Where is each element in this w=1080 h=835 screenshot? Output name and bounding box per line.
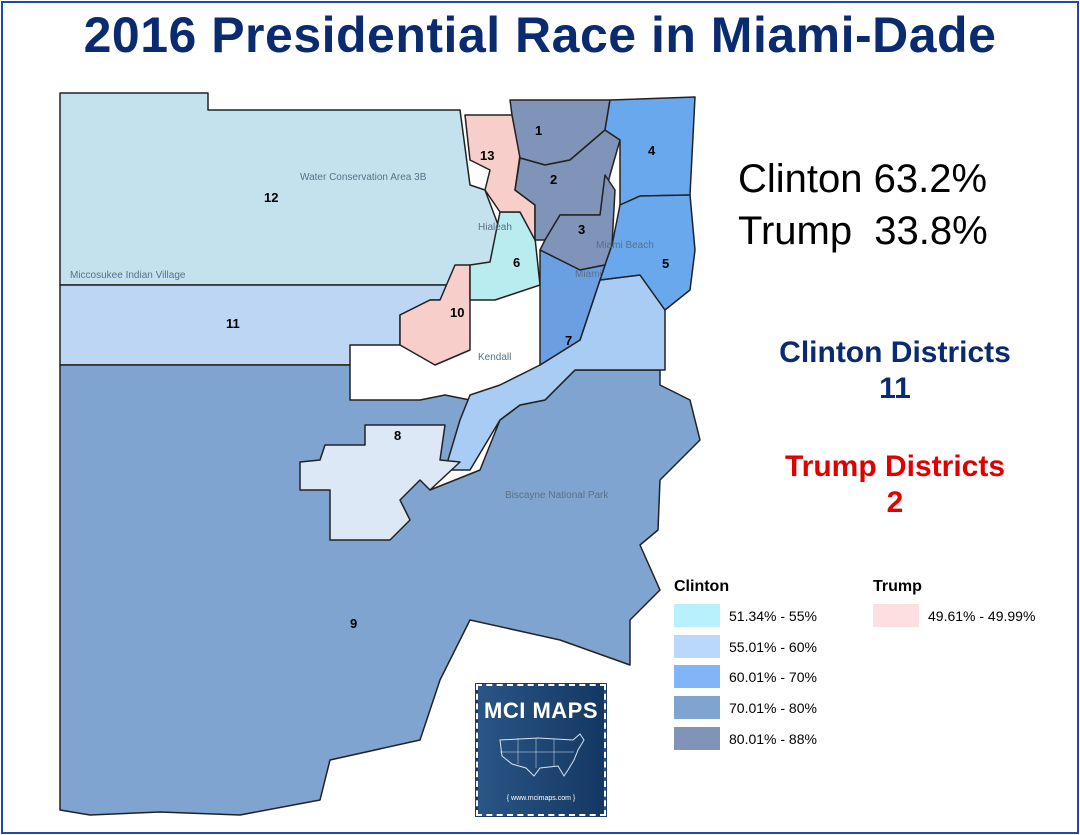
legend-swatch [674,635,720,658]
basemap-label-hialeah: Hialeah [478,222,512,233]
trump-districts-count: 2 [886,486,904,519]
legend-label: 70.01% - 80% [729,699,817,716]
trump-result: Trump 33.8% [738,209,988,253]
district-12[interactable] [59,92,501,286]
legend-label: 49.61% - 49.99% [928,607,1036,624]
legend-item: 55.01% - 60% [674,635,817,658]
district-1-5-core [539,249,606,366]
legend-clinton-title: Clinton [674,578,730,595]
logo-url: { www.mcimaps.com } [506,795,576,802]
basemap-label-miami-beach: Miami Beach [596,240,654,251]
basemap-label-kendall: Kendall [478,352,511,363]
legend-trump-title: Trump [873,578,922,595]
district-label-11: 11 [226,316,240,331]
clinton-districts-count: 11 [879,372,911,405]
legend-swatch [674,604,720,627]
district-label-13: 13 [480,148,494,163]
legend-label: 60.01% - 70% [729,668,817,685]
basemap-label-biscayne: Biscayne National Park [505,490,609,501]
clinton-districts-label: Clinton Districts [779,336,1011,369]
legend-swatch [674,727,720,750]
logo-text: MCI MAPS [484,698,598,723]
usa-map-icon [499,733,585,777]
district-label-3: 3 [578,222,585,237]
legend-label: 80.01% - 88% [729,730,817,747]
basemap-label-wca: Water Conservation Area 3B [300,172,427,183]
district-label-7: 7 [565,333,572,348]
district-5[interactable] [599,194,696,311]
legend-swatch [674,665,720,688]
legend-item: 70.01% - 80% [674,696,817,719]
district-8[interactable] [299,424,461,541]
district-label-1: 1 [535,123,542,138]
district-label-10: 10 [450,305,464,320]
legend-swatch [873,604,919,627]
legend-swatch [674,696,720,719]
basemap-label-indian-village: Miccosukee Indian Village [70,270,186,281]
district-label-2: 2 [550,172,557,187]
district-label-5: 5 [662,256,669,271]
district-label-12: 12 [264,190,278,205]
legend-label: 51.34% - 55% [729,607,817,624]
legend-item: 49.61% - 49.99% [873,604,1035,627]
legend-item: 60.01% - 70% [674,665,817,688]
district-label-8: 8 [394,428,401,443]
legend-item: 51.34% - 55% [674,604,817,627]
district-11[interactable] [59,284,456,366]
district-label-9: 9 [350,616,357,631]
district-label-6: 6 [513,255,520,270]
trump-districts-label: Trump Districts [784,450,1006,483]
map-title: 2016 Presidential Race in Miami-Dade [83,7,997,63]
basemap-label-miami: Miami [575,269,602,280]
legend-item: 80.01% - 88% [674,727,817,750]
mci-maps-logo: MCI MAPS { www.mcimaps.com } [475,683,607,817]
legend-label: 55.01% - 60% [729,638,817,655]
district-label-4: 4 [648,143,656,158]
clinton-result: Clinton 63.2% [738,157,988,201]
